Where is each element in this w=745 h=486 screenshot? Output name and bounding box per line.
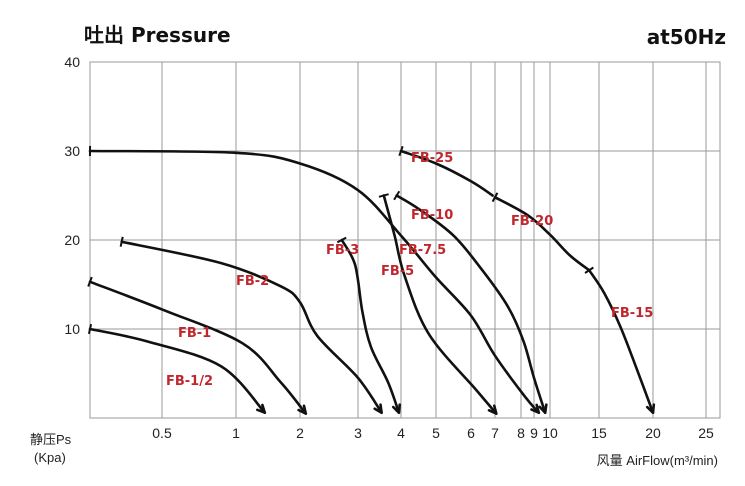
curve-arrow-9	[645, 403, 656, 415]
series-label-0: FB-1/2	[166, 374, 213, 389]
x-tick-3: 3	[354, 425, 362, 441]
x-tick-4: 4	[397, 425, 405, 441]
x-tick-20: 20	[645, 425, 661, 441]
series-label-6: FB-10	[411, 208, 453, 223]
curve-fb-25	[399, 149, 494, 197]
series-label-4: FB-5	[381, 264, 414, 279]
curve-fb-3	[340, 238, 401, 414]
x-tick-labels: 0.5 1 2 3 4 5 6 7 8 9 10 15 20 25	[152, 425, 714, 441]
y-axis-label-line1: 静压Ps	[30, 432, 72, 447]
y-tick-labels: 10 20 30 40	[64, 54, 80, 337]
series-label-9: FB-15	[611, 306, 653, 321]
curve-start-tick-4	[378, 193, 389, 198]
x-tick-1: 1	[232, 425, 240, 441]
curve-arrow-0	[255, 403, 267, 415]
curve-start-tick-8	[491, 192, 499, 203]
performance-curves: FB-1/2 FB-1 FB-2 FB-3 FB-5 FB-7.5 FB-10 FB-25 FB…	[87, 145, 656, 415]
curve-arrow-4	[487, 404, 498, 415]
x-tick-8: 8	[517, 425, 525, 441]
curve-fb-15	[587, 269, 655, 414]
x-axis-label: 风量 AirFlow(m³/min)	[597, 453, 718, 468]
curve-start-tick-2	[119, 236, 124, 247]
curve-start-tick-9	[584, 266, 594, 274]
curve-arrow-2	[373, 403, 383, 415]
y-axis-label-line2: (Kpa)	[34, 450, 66, 465]
curve-fb-5	[382, 194, 498, 415]
series-label-3: FB-3	[326, 243, 359, 258]
series-label-2: FB-2	[236, 274, 269, 289]
x-tick-7: 7	[491, 425, 499, 441]
curve-fb-1	[88, 280, 308, 415]
series-label-1: FB-1	[178, 326, 211, 341]
series-label-7: FB-25	[411, 151, 453, 166]
curve-fb-2	[120, 240, 383, 414]
curve-start-tick-0	[87, 323, 93, 335]
curve-arrow-6	[538, 403, 548, 415]
curve-start-tick-1	[87, 276, 93, 287]
x-tick-6: 6	[467, 425, 475, 441]
curve-fb-10	[395, 194, 547, 414]
y-tick-40: 40	[64, 54, 80, 70]
series-label-8: FB-20	[511, 214, 553, 229]
x-tick-25: 25	[698, 425, 714, 441]
x-tick-0.5: 0.5	[152, 425, 172, 441]
x-tick-10: 10	[542, 425, 558, 441]
y-tick-10: 10	[64, 321, 80, 337]
x-tick-15: 15	[591, 425, 607, 441]
curve-fb-20	[493, 196, 591, 272]
curve-start-tick-7	[398, 145, 404, 157]
curve-start-tick-6	[393, 190, 401, 201]
curve-fb-1-2	[88, 327, 267, 414]
frequency-label: at50Hz	[647, 25, 726, 49]
curve-start-tick-3	[336, 236, 347, 244]
curve-arrow-3	[391, 403, 402, 415]
y-tick-20: 20	[64, 232, 80, 248]
x-tick-5: 5	[432, 425, 440, 441]
y-tick-30: 30	[64, 143, 80, 159]
chart-title: 吐出 Pressure	[84, 23, 231, 47]
x-tick-2: 2	[296, 425, 304, 441]
curve-arrow-1	[297, 404, 308, 415]
series-label-5: FB-7.5	[399, 243, 446, 258]
curve-fb-7-5	[88, 149, 541, 414]
x-tick-9: 9	[530, 425, 538, 441]
curve-arrow-5	[530, 403, 541, 415]
